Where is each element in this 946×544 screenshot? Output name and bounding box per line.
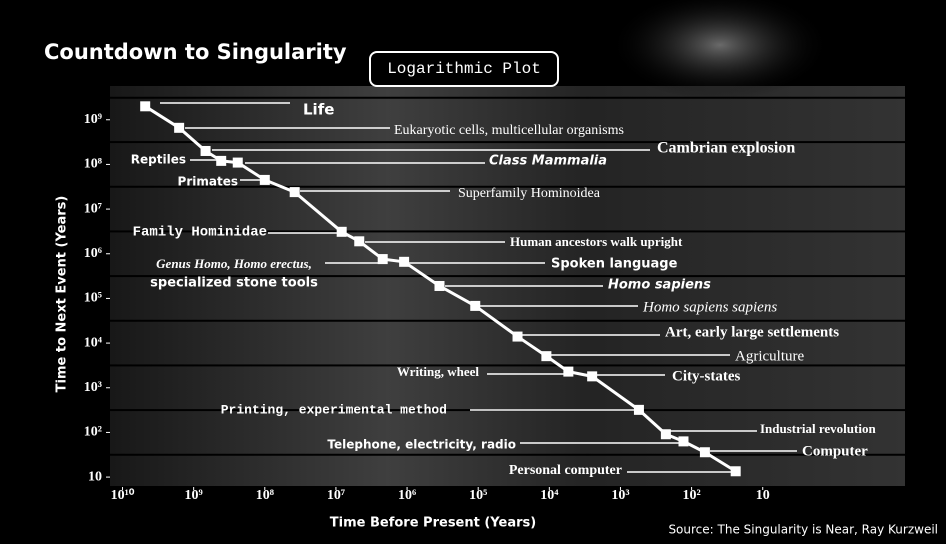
band (110, 455, 905, 486)
x-axis-label: Time Before Present (Years) (330, 516, 536, 531)
background-bands (110, 86, 905, 486)
data-line (144, 105, 737, 473)
point-label: Homo sapiens sapiens (642, 299, 777, 315)
data-point (541, 351, 552, 362)
data-point (633, 404, 644, 415)
x-tick-label: 10¹⁰ (111, 488, 135, 503)
band (110, 232, 905, 276)
point-label: Family Hominidae (133, 225, 267, 241)
data-point (678, 436, 689, 447)
point-label: Cambrian explosion (657, 140, 795, 157)
point-label: Eukaryotic cells, multicellular organism… (394, 123, 624, 138)
y-axis-label: Time to Next Event (Years) (55, 196, 70, 393)
point-label: Life (303, 101, 334, 119)
x-tick-label: 10⁵ (469, 488, 487, 503)
y-tick-label: 10⁶ (84, 246, 102, 261)
x-tick-label: 10 (756, 488, 770, 503)
source: Source: The Singularity is Near, Ray Kur… (668, 523, 938, 537)
data-point (232, 157, 243, 168)
point-label: Primates (178, 175, 238, 189)
data-point (563, 366, 574, 377)
point-label: Spoken language (551, 257, 678, 272)
x-tick-label: 10⁶ (398, 488, 416, 503)
data-point (377, 254, 388, 265)
data-point (730, 466, 741, 477)
y-tick-label: 10⁸ (84, 157, 102, 172)
band (110, 86, 905, 97)
y-tick-label: 10⁷ (84, 201, 102, 216)
subtitle: Logarithmic Plot (387, 60, 541, 78)
y-tick-label: 10³ (84, 380, 102, 395)
data-point (512, 331, 523, 342)
data-point (354, 236, 365, 247)
point-label: Class Mammalia (489, 154, 607, 169)
data-point (336, 226, 347, 237)
point-label: Superfamily Hominoidea (458, 186, 601, 201)
data-point (699, 447, 710, 458)
data-point (470, 300, 481, 311)
band (110, 98, 905, 142)
x-tick-label: 10⁹ (185, 488, 203, 503)
point-label: Writing, wheel (397, 364, 479, 379)
point-label: Telephone, electricity, radio (327, 438, 516, 452)
glow (610, 0, 830, 100)
x-tick-label: 10⁷ (327, 488, 345, 503)
x-tick-label: 10⁸ (256, 488, 274, 503)
point-label: Personal computer (509, 463, 622, 478)
data-point (660, 429, 671, 440)
point-label: City-states (672, 368, 740, 384)
y-tick-label: 10² (84, 425, 102, 440)
point-label: Industrial revolution (760, 421, 876, 436)
y-tick-label: 10⁵ (84, 291, 102, 306)
data-point (140, 101, 151, 112)
point-label: Printing, experimental method (221, 402, 447, 417)
band (110, 187, 905, 231)
y-tick-label: 10⁴ (84, 335, 103, 350)
data-point (434, 280, 445, 291)
point-label: Computer (802, 443, 868, 459)
x-tick-label: 10² (682, 488, 700, 503)
point-label: Art, early large settlements (665, 324, 839, 340)
point-label: Human ancestors walk upright (510, 234, 683, 249)
data-point (587, 371, 598, 382)
band (110, 411, 905, 454)
band (110, 277, 905, 320)
data-point (200, 145, 211, 156)
y-tick-label: 10 (88, 469, 102, 484)
data-point (289, 187, 300, 198)
point-label: specialized stone tools (150, 276, 318, 291)
data-point (399, 256, 410, 267)
point-label: Genus Homo, Homo erectus, (156, 256, 312, 271)
chart-title: Countdown to Singularity (44, 40, 347, 64)
subtitle-box (369, 51, 559, 87)
point-label: Agriculture (735, 348, 804, 364)
data-point (174, 122, 185, 133)
point-label: Reptiles (131, 153, 186, 167)
x-tick-label: 10³ (611, 488, 629, 503)
point-label: Homo sapiens (608, 278, 711, 293)
x-tick-label: 10⁴ (540, 488, 559, 503)
data-point (259, 174, 270, 185)
data-point (216, 155, 227, 166)
y-tick-label: 10⁹ (84, 112, 102, 127)
